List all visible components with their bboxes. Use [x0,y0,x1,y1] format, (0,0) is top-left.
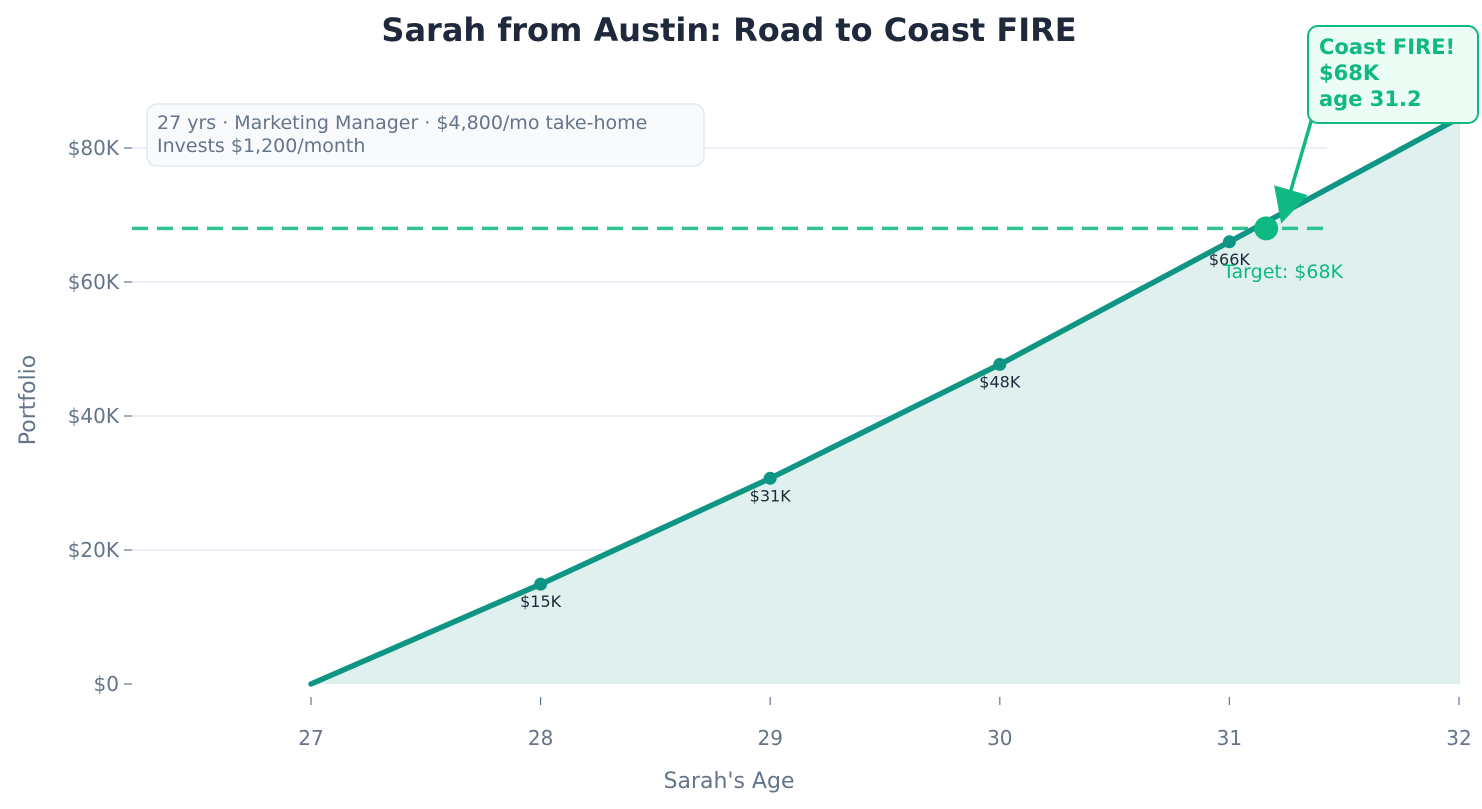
x-tick-label: 28 [528,726,553,750]
data-point [763,471,777,485]
callout-arrow [1274,117,1314,224]
x-tick-label: 30 [987,726,1012,750]
info-line-1: 27 yrs · Marketing Manager · $4,800/mo t… [157,112,647,134]
y-tick-label: $0 [94,672,119,696]
callout-box: Coast FIRE! $68K age 31.2 [1307,25,1479,124]
data-label: $15K [520,592,562,611]
data-markers: $15K $31K $48K $66K [520,235,1250,611]
data-label: $48K [979,372,1021,391]
y-tick-label: $20K [68,538,120,562]
callout-background [1307,25,1479,124]
area-fill [311,117,1459,684]
callout-line-1: Coast FIRE! [1319,35,1455,59]
data-point [1222,235,1236,249]
milestone-marker [1254,216,1279,241]
data-point [534,577,548,591]
chart-title: Sarah from Austin: Road to Coast FIRE [381,11,1076,49]
data-label: $31K [750,486,792,505]
x-tick-label: 27 [298,726,323,750]
y-tick-label: $40K [68,404,120,428]
x-tick-label: 31 [1217,726,1242,750]
target-label: Target: $68K [1222,261,1343,283]
x-tick-label: 29 [757,726,782,750]
x-tick-label: 32 [1446,726,1471,750]
data-label: $66K [1209,250,1251,269]
x-axis-ticks: 27 28 29 30 31 32 [298,697,1472,750]
x-axis-label: Sarah's Age [664,769,795,794]
info-box-background [146,103,705,167]
data-point [993,357,1007,371]
y-tick-label: $80K [68,136,120,160]
callout-line-3: age 31.2 [1319,87,1422,111]
y-tick-label: $60K [68,270,120,294]
y-axis-ticks: $0 $20K $40K $60K $80K [68,136,132,696]
info-line-2: Invests $1,200/month [157,135,365,157]
callout-line-2: $68K [1319,61,1380,85]
info-box: 27 yrs · Marketing Manager · $4,800/mo t… [146,103,705,167]
y-axis-label: Portfolio [16,355,41,446]
